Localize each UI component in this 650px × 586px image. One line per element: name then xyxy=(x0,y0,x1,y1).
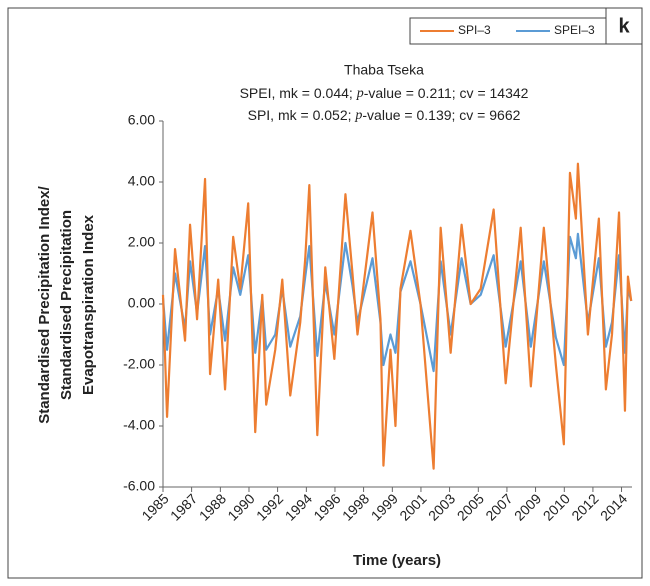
x-tick-label: 2014 xyxy=(597,490,630,523)
y-axis-label: Evapotranspiration Index xyxy=(80,214,97,395)
x-tick-label: 2001 xyxy=(396,490,429,523)
x-tick-label: 2003 xyxy=(425,490,458,523)
x-tick-label: 1988 xyxy=(196,490,229,523)
subtitle-part: SPI, mk = 0.052; xyxy=(248,107,356,123)
subtitle-part: p xyxy=(354,108,362,123)
x-tick-label: 1987 xyxy=(167,490,200,523)
y-tick-label: -6.00 xyxy=(123,478,155,494)
subtitle-part: SPEI, mk = 0.044; xyxy=(240,85,357,101)
y-tick-label: 6.00 xyxy=(128,112,155,128)
y-tick-label: -4.00 xyxy=(123,417,155,433)
panel-box xyxy=(605,7,643,45)
x-tick-label: 2005 xyxy=(454,490,487,523)
y-tick-label: -2.00 xyxy=(123,356,155,372)
x-tick-label: 2012 xyxy=(568,490,601,523)
x-tick-label: 2010 xyxy=(540,490,573,523)
subtitle: SPEI, mk = 0.044; p-value = 0.211; cv = … xyxy=(240,85,529,102)
subtitle-part: -value = 0.139; cv = 9662 xyxy=(362,107,520,123)
y-tick-label: 4.00 xyxy=(128,173,155,189)
x-tick-label: 2009 xyxy=(511,490,544,523)
x-tick-label: 1992 xyxy=(253,490,286,523)
x-tick-label: 1990 xyxy=(224,490,257,523)
subtitle: SPI, mk = 0.052; p-value = 0.139; cv = 9… xyxy=(248,107,521,124)
chart-title: Thaba Tseka xyxy=(344,62,424,78)
x-tick-label: 1998 xyxy=(339,490,372,523)
panel-label: k xyxy=(618,15,630,37)
y-tick-label: 2.00 xyxy=(128,234,155,250)
series-line xyxy=(161,162,633,470)
subtitle-part: -value = 0.211; cv = 14342 xyxy=(364,85,529,101)
legend-label: SPI–3 xyxy=(458,23,491,37)
frame xyxy=(7,7,643,579)
x-tick-label: 1999 xyxy=(368,490,401,523)
x-axis-label: Time (years) xyxy=(353,552,441,569)
y-axis-label: Standardised Precipitation Index/ xyxy=(36,185,53,423)
x-tick-label: 1985 xyxy=(138,490,171,523)
legend-label: SPEI–3 xyxy=(554,23,595,37)
y-tick-label: 0.00 xyxy=(128,295,155,311)
x-tick-label: 2007 xyxy=(482,490,515,523)
x-tick-label: 1994 xyxy=(282,490,315,523)
subtitle-part: p xyxy=(356,86,364,101)
y-axis-label: Standardised Precipitation xyxy=(58,210,75,400)
x-tick-label: 1996 xyxy=(310,490,343,523)
